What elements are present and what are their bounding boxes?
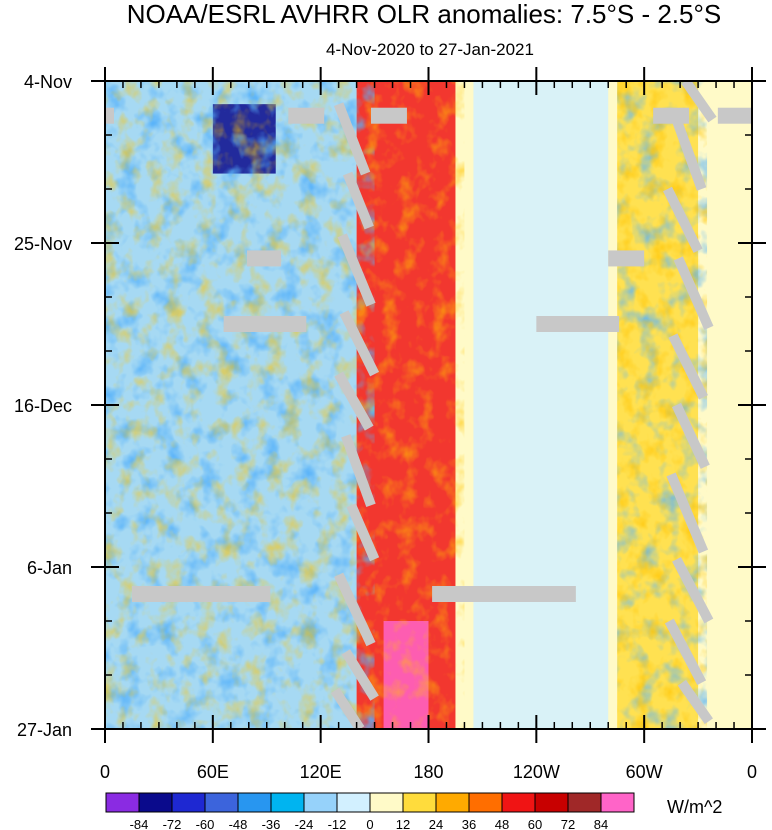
missing-diagonal-5	[341, 434, 376, 507]
colorbar-label: 36	[462, 817, 476, 830]
missing-diagonal-3	[339, 310, 380, 377]
missing-diagonal-18	[664, 618, 707, 686]
y-tick-label: 6-Jan	[27, 558, 72, 578]
colorbar-swatch	[534, 792, 569, 813]
missing-diagonal-4	[334, 371, 374, 431]
colorbar: -84 -72 -60 -48 -36 -24 -12 0 12 24 36 48 60 72 84	[105, 792, 635, 830]
colorbar-swatch	[402, 792, 437, 813]
anomaly-region-4	[473, 81, 609, 729]
missing-segment-6	[608, 250, 645, 267]
colorbar-swatch	[600, 792, 635, 813]
anomaly-texture	[105, 81, 708, 729]
y-tick-label: 27-Jan	[17, 720, 72, 740]
missing-diagonal-16	[666, 472, 709, 554]
colorbar-swatch	[435, 792, 470, 813]
y-tick-label: 4-Nov	[24, 72, 72, 92]
colorbar-swatch	[270, 792, 305, 813]
texture-positive-east	[617, 81, 708, 729]
colorbar-swatch	[138, 792, 173, 813]
colorbar-label: -48	[229, 817, 248, 830]
missing-diagonal-15	[671, 402, 710, 469]
colorbar-label: 24	[429, 817, 443, 830]
colorbar-label: 0	[366, 817, 373, 830]
missing-segment-1	[288, 107, 325, 124]
missing-diagonal-7	[334, 572, 376, 647]
missing-segment-8	[536, 316, 620, 332]
colorbar-label: -72	[163, 817, 182, 830]
colorbar-label: 12	[396, 817, 410, 830]
colorbar-swatch	[303, 792, 338, 813]
missing-diagonal-1	[342, 171, 374, 230]
colorbar-label: -12	[328, 817, 347, 830]
colorbar-label: -36	[262, 817, 281, 830]
colorbar-swatch	[369, 792, 404, 813]
x-tick-label: 60E	[197, 762, 229, 782]
colorbar-label: 60	[528, 817, 542, 830]
x-tick-label: 180	[413, 762, 443, 782]
missing-diagonal-14	[668, 333, 708, 400]
missing-segment-7	[223, 316, 307, 332]
missing-segment-5	[246, 250, 282, 267]
missing-diagonal-0	[333, 102, 371, 176]
axes: 0 60E 120E 180 120W 60W 0 4-Nov 25-Nov 16-Dec 6-Ja…	[14, 67, 766, 782]
colorbar-swatch	[204, 792, 239, 813]
colorbar-swatch	[237, 792, 272, 813]
colorbar-units: W/m^2	[667, 797, 722, 817]
colorbar-label: 84	[594, 817, 608, 830]
x-tick-label: 0	[747, 762, 757, 782]
colorbar-swatch	[105, 792, 140, 813]
x-tick-label: 120W	[513, 762, 560, 782]
missing-segment-0	[105, 107, 114, 124]
missing-diagonal-13	[673, 256, 714, 330]
y-tick-label: 16-Dec	[14, 396, 72, 416]
colorbar-swatch	[567, 792, 602, 813]
missing-diagonal-8	[341, 649, 379, 701]
x-tick-label: 0	[100, 762, 110, 782]
colorbar-swatch	[171, 792, 206, 813]
missing-diagonal-12	[663, 186, 703, 253]
chart-title: NOAA/ESRL AVHRR OLR anomalies: 7.5°S - 2…	[127, 0, 721, 29]
missing-diagonal-6	[346, 503, 380, 562]
missing-segment-4	[717, 107, 752, 124]
colorbar-label: 72	[561, 817, 575, 830]
colorbar-swatch	[501, 792, 536, 813]
colorbar-label: 48	[495, 817, 509, 830]
missing-diagonal-11	[671, 117, 707, 191]
texture-positive-west	[105, 81, 465, 729]
missing-diagonal-17	[672, 556, 714, 624]
missing-segment-9	[131, 586, 271, 602]
colorbar-swatch	[336, 792, 371, 813]
missing-diagonal-2	[337, 233, 376, 307]
colorbar-label: -24	[295, 817, 314, 830]
missing-diagonal-10	[681, 81, 717, 123]
missing-diagonal-19	[677, 679, 713, 725]
colorbar-swatch	[468, 792, 503, 813]
chart-subtitle: 4-Nov-2020 to 27-Jan-2021	[326, 40, 534, 59]
colorbar-label: -84	[130, 817, 149, 830]
missing-segment-2	[370, 107, 407, 124]
plot-area	[105, 81, 752, 729]
missing-data	[105, 81, 752, 729]
missing-segment-3	[653, 107, 690, 124]
colorbar-label: -60	[196, 817, 215, 830]
missing-segment-10	[432, 586, 576, 602]
x-tick-label: 120E	[300, 762, 342, 782]
x-tick-label: 60W	[626, 762, 663, 782]
y-tick-label: 25-Nov	[14, 234, 72, 254]
